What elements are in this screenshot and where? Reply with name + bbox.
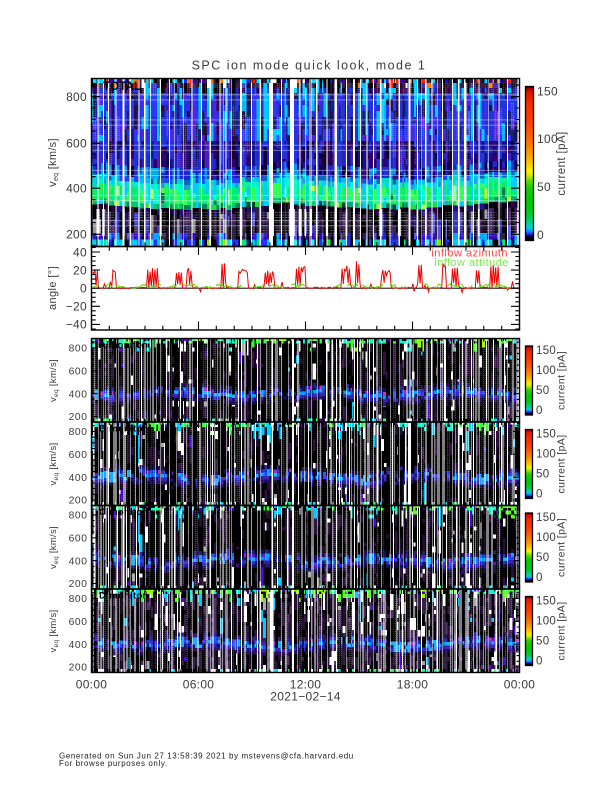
svg-text:C monitor: C monitor [99,507,147,518]
svg-text:400: 400 [69,389,88,400]
svg-text:400: 400 [66,182,87,196]
svg-text:400: 400 [69,556,88,567]
svg-text:06:00: 06:00 [183,678,215,692]
svg-text:150: 150 [536,429,556,441]
svg-text:0: 0 [536,572,543,584]
svg-text:SPC ion mode quick look, mode: SPC ion mode quick look, mode 1 [192,59,427,73]
svg-text:100: 100 [536,365,556,377]
svg-text:current [pA]: current [pA] [556,518,568,577]
svg-text:20: 20 [73,263,87,277]
svg-text:150: 150 [536,512,556,524]
svg-text:B monitor: B monitor [99,424,147,435]
svg-text:800: 800 [69,594,88,605]
svg-text:200: 200 [69,663,88,674]
svg-text:400: 400 [69,473,88,484]
svg-text:Generated on Sun Jun 27 13:58:: Generated on Sun Jun 27 13:58:39 2021 by… [59,752,354,761]
svg-text:100: 100 [537,132,558,146]
svg-text:200: 200 [69,579,88,590]
svg-text:50: 50 [536,469,549,481]
svg-text:100: 100 [536,532,556,544]
svg-text:0: 0 [537,228,544,242]
svg-text:inflow attitude: inflow attitude [434,257,509,269]
svg-text:D monitor: D monitor [99,591,147,602]
svg-text:150: 150 [537,84,558,98]
svg-text:400: 400 [69,640,88,651]
svg-text:inflow azimuth: inflow azimuth [431,248,508,260]
svg-text:50: 50 [536,385,549,397]
svg-text:600: 600 [69,450,88,461]
svg-text:100: 100 [536,616,556,628]
svg-text:150: 150 [536,345,556,357]
svg-text:2021−02−14: 2021−02−14 [270,690,340,704]
svg-text:angle [°]: angle [°] [47,266,59,310]
svg-text:For browse purposes only.: For browse purposes only. [59,759,168,768]
svg-text:−40: −40 [66,318,87,332]
svg-text:200: 200 [66,228,87,242]
svg-text:−20: −20 [66,300,87,314]
svg-text:00:00: 00:00 [76,678,108,692]
svg-text:800: 800 [66,90,87,104]
svg-text:600: 600 [69,534,88,545]
svg-text:600: 600 [69,617,88,628]
svg-text:200: 200 [69,412,88,423]
svg-text:40: 40 [73,245,87,259]
svg-text:200: 200 [69,496,88,507]
svg-text:0: 0 [536,656,543,668]
svg-text:150: 150 [536,596,556,608]
svg-text:800: 800 [69,511,88,522]
svg-text:50: 50 [536,552,549,564]
svg-text:800: 800 [69,344,88,355]
svg-text:50: 50 [537,180,551,194]
svg-text:current [pA]: current [pA] [556,434,568,493]
svg-text:current [pA]: current [pA] [556,601,568,660]
svg-text:600: 600 [66,137,87,151]
svg-text:A monitor: A monitor [99,340,146,351]
svg-text:0: 0 [536,405,543,417]
svg-text:0: 0 [80,282,87,296]
svg-text:600: 600 [69,367,88,378]
svg-text:12:00: 12:00 [290,678,322,692]
svg-text:100: 100 [536,449,556,461]
svg-text:800: 800 [69,427,88,438]
svg-text:current [pA]: current [pA] [556,351,568,410]
svg-text:00:00: 00:00 [504,678,536,692]
svg-text:current [pA]: current [pA] [556,131,568,195]
svg-text:18:00: 18:00 [397,678,429,692]
svg-text:0: 0 [536,489,543,501]
svg-text:TOTAL: TOTAL [103,81,141,93]
svg-text:50: 50 [536,636,549,648]
